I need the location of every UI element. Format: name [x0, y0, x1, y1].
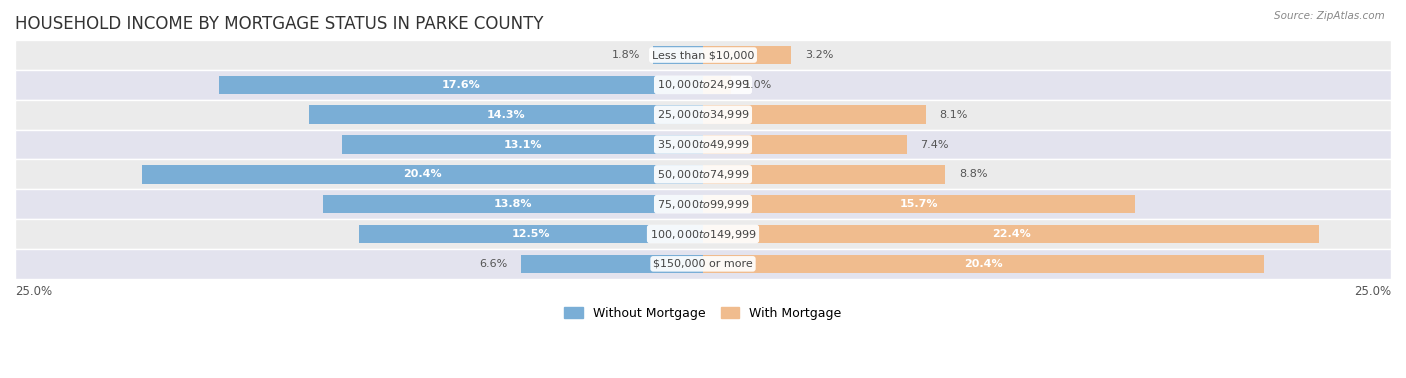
Bar	[703, 135, 907, 154]
Text: $100,000 to $149,999: $100,000 to $149,999	[650, 228, 756, 240]
Text: 20.4%: 20.4%	[404, 169, 441, 179]
Bar	[703, 165, 945, 184]
Text: 20.4%: 20.4%	[965, 259, 1002, 269]
Bar	[15, 130, 1391, 160]
Text: $50,000 to $74,999: $50,000 to $74,999	[657, 168, 749, 181]
Text: 8.1%: 8.1%	[939, 110, 969, 120]
Text: Less than $10,000: Less than $10,000	[652, 50, 754, 60]
Text: 6.6%: 6.6%	[479, 259, 508, 269]
Text: HOUSEHOLD INCOME BY MORTGAGE STATUS IN PARKE COUNTY: HOUSEHOLD INCOME BY MORTGAGE STATUS IN P…	[15, 15, 544, 33]
Text: 1.8%: 1.8%	[612, 50, 640, 60]
Bar	[15, 70, 1391, 100]
Text: 12.5%: 12.5%	[512, 229, 550, 239]
Text: 7.4%: 7.4%	[921, 139, 949, 150]
Text: 25.0%: 25.0%	[1354, 285, 1391, 298]
Bar	[703, 76, 731, 94]
Bar	[703, 46, 792, 64]
Bar	[219, 76, 703, 94]
Text: 14.3%: 14.3%	[486, 110, 526, 120]
Bar	[15, 219, 1391, 249]
Bar	[15, 160, 1391, 189]
Bar	[15, 40, 1391, 70]
Bar	[15, 189, 1391, 219]
Bar	[309, 105, 703, 124]
Bar	[343, 135, 703, 154]
Text: 3.2%: 3.2%	[804, 50, 834, 60]
Bar	[654, 46, 703, 64]
Bar	[359, 225, 703, 243]
Bar	[15, 249, 1391, 279]
Text: 13.8%: 13.8%	[494, 199, 533, 209]
Bar	[703, 255, 1264, 273]
Text: 13.1%: 13.1%	[503, 139, 541, 150]
Text: Source: ZipAtlas.com: Source: ZipAtlas.com	[1274, 11, 1385, 21]
Bar	[703, 225, 1319, 243]
Text: $150,000 or more: $150,000 or more	[654, 259, 752, 269]
Text: $35,000 to $49,999: $35,000 to $49,999	[657, 138, 749, 151]
Bar	[522, 255, 703, 273]
Text: $75,000 to $99,999: $75,000 to $99,999	[657, 198, 749, 211]
Text: 1.0%: 1.0%	[744, 80, 772, 90]
Bar	[323, 195, 703, 214]
Legend: Without Mortgage, With Mortgage: Without Mortgage, With Mortgage	[560, 302, 846, 325]
Text: 25.0%: 25.0%	[15, 285, 52, 298]
Text: $10,000 to $24,999: $10,000 to $24,999	[657, 78, 749, 91]
Bar	[142, 165, 703, 184]
Bar	[703, 105, 927, 124]
Text: 22.4%: 22.4%	[991, 229, 1031, 239]
Bar	[15, 100, 1391, 130]
Text: 8.8%: 8.8%	[959, 169, 987, 179]
Text: 15.7%: 15.7%	[900, 199, 938, 209]
Text: 17.6%: 17.6%	[441, 80, 481, 90]
Bar	[703, 195, 1135, 214]
Text: $25,000 to $34,999: $25,000 to $34,999	[657, 108, 749, 121]
